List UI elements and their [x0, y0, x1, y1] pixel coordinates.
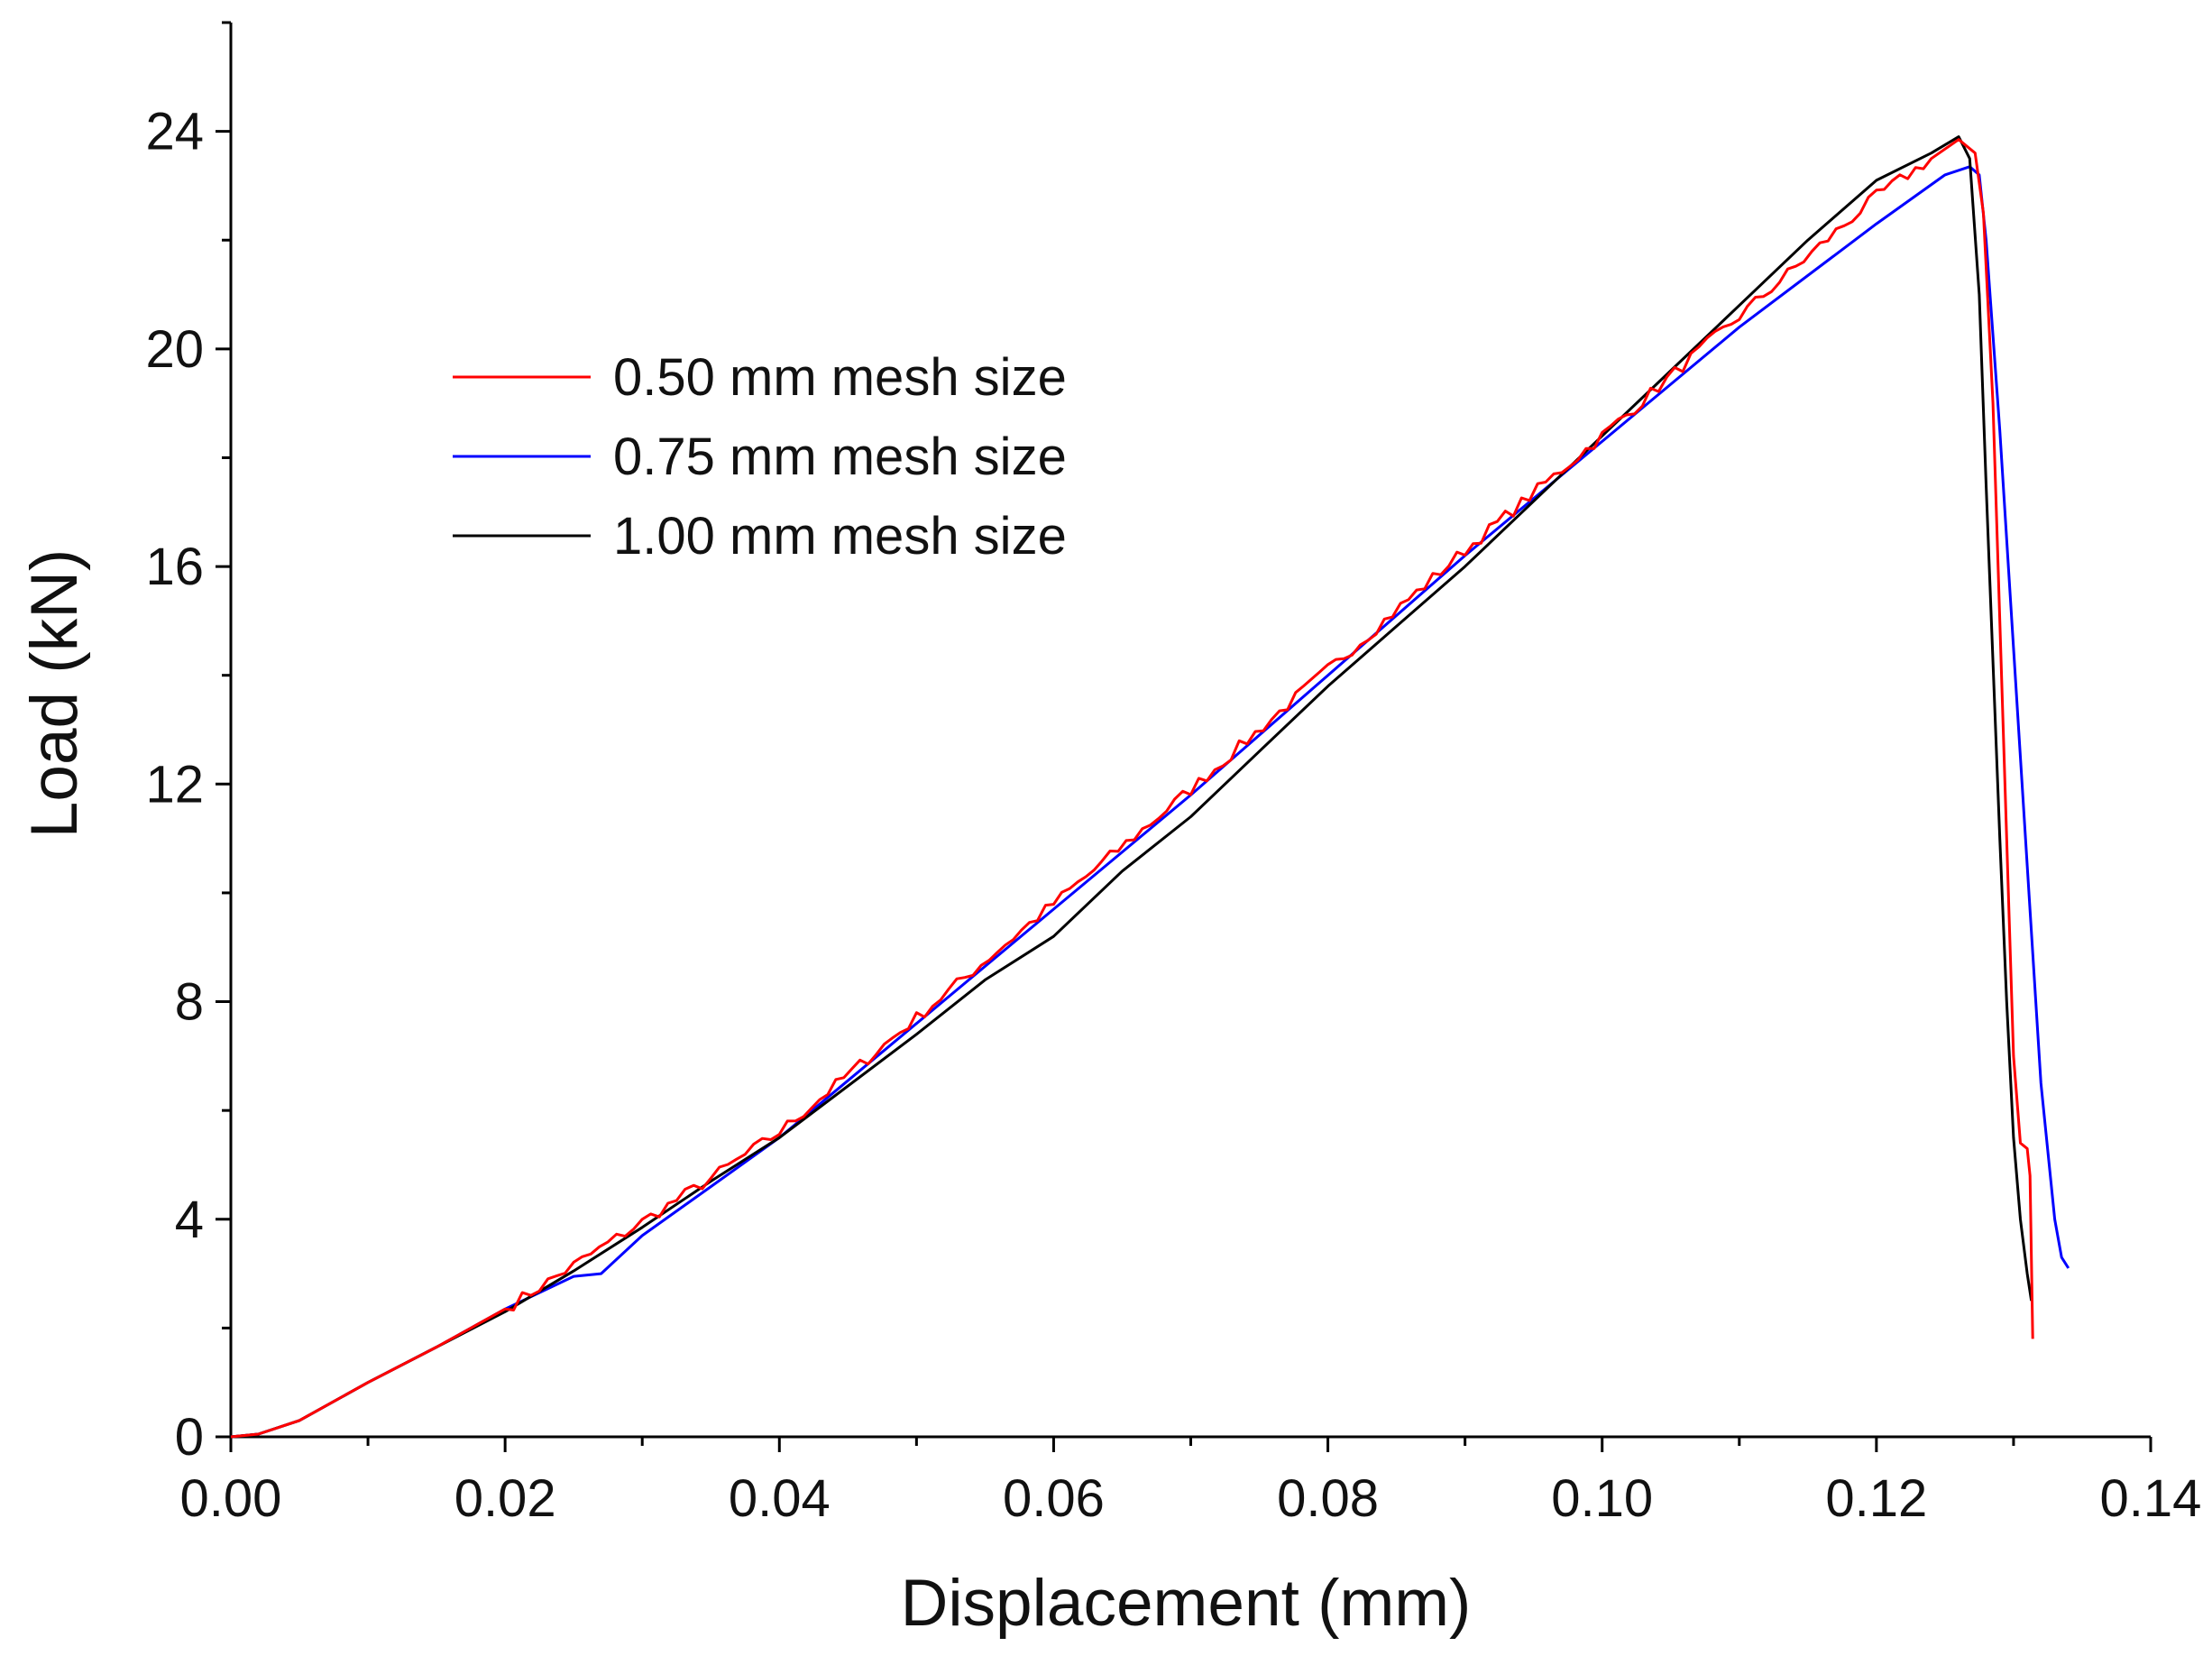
- x-tick-label: 0.14: [2100, 1469, 2202, 1528]
- legend-label: 1.00 mm mesh size: [613, 507, 1067, 566]
- y-tick-label: 12: [145, 755, 204, 814]
- legend-label: 0.50 mm mesh size: [613, 348, 1067, 407]
- x-tick-label: 0.06: [1003, 1469, 1105, 1528]
- y-tick-label: 20: [145, 320, 204, 379]
- series-line-0-50-mm-mesh-size: [230, 138, 2034, 1439]
- x-tick-label: 0.04: [729, 1469, 831, 1528]
- series-line-0-75-mm-mesh-size: [230, 165, 2070, 1439]
- ticks: 0.00 0.02 0.04 0.06 0.08 0.10 0.12 0.14 0 4 8 12 16 2…: [145, 21, 2202, 1528]
- legend: 0.50 mm mesh size 0.75 mm mesh size 1.00 m…: [453, 348, 1067, 566]
- x-tick-label: 0.02: [454, 1469, 556, 1528]
- y-tick-label: 0: [175, 1408, 204, 1467]
- y-tick-label: 4: [175, 1191, 204, 1249]
- series-line-1-00-mm-mesh-size: [230, 135, 2033, 1439]
- y-tick-label: 8: [175, 973, 204, 1032]
- x-axis-title: Displacement (mm): [901, 1567, 1472, 1640]
- x-tick-label: 0.00: [180, 1469, 282, 1528]
- y-axis-title: Load (kN): [18, 549, 91, 839]
- series-group: [230, 135, 2070, 1439]
- x-tick-label: 0.12: [1825, 1469, 1927, 1528]
- legend-label: 0.75 mm mesh size: [613, 428, 1067, 486]
- y-tick-label: 24: [145, 103, 204, 161]
- y-tick-label: 16: [145, 538, 204, 596]
- x-tick-label: 0.08: [1277, 1469, 1379, 1528]
- x-tick-label: 0.10: [1551, 1469, 1653, 1528]
